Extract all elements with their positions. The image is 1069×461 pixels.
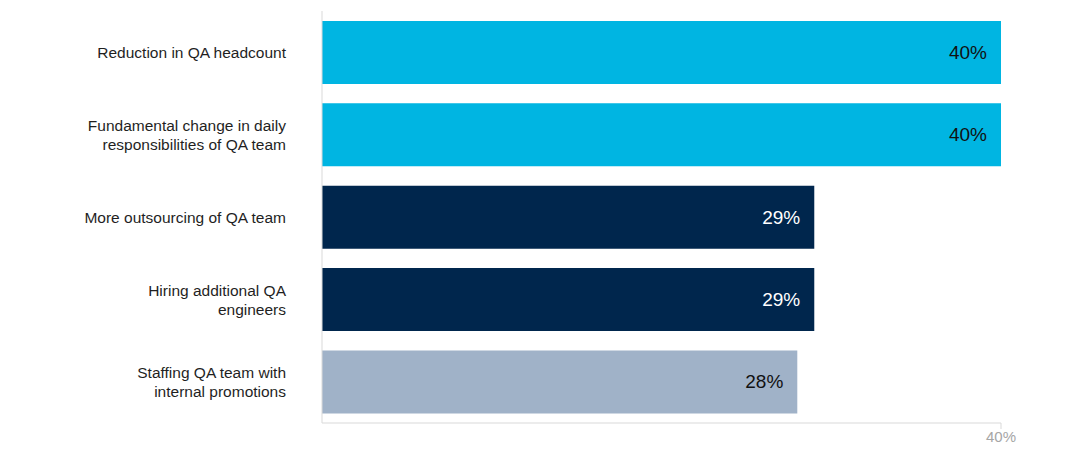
svg-text:40%: 40% — [949, 42, 987, 63]
svg-text:Staffing QA team withinternal: Staffing QA team withinternal promotions — [137, 364, 286, 400]
svg-text:Hiring additional QAengineers: Hiring additional QAengineers — [148, 281, 287, 317]
svg-text:More outsourcing of QA team: More outsourcing of QA team — [84, 209, 286, 226]
svg-text:28%: 28% — [745, 371, 783, 392]
svg-text:40%: 40% — [949, 124, 987, 145]
svg-text:40%: 40% — [986, 428, 1016, 445]
svg-text:Fundamental change in dailyres: Fundamental change in dailyresponsibilit… — [88, 117, 286, 153]
svg-text:Reduction in QA headcount: Reduction in QA headcount — [97, 44, 286, 61]
svg-text:29%: 29% — [762, 289, 800, 310]
svg-text:29%: 29% — [762, 207, 800, 228]
